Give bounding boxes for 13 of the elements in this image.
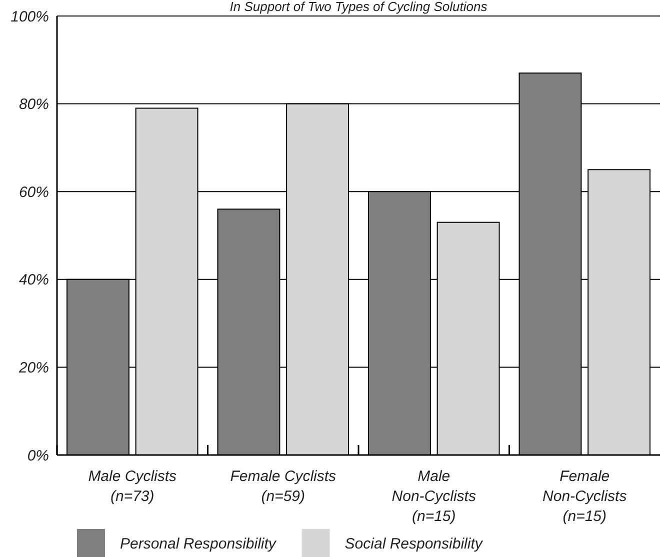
y-tick-label: 100% [10, 8, 49, 26]
y-tick-label: 80% [18, 96, 49, 114]
y-tick-label: 60% [18, 184, 49, 201]
chart-title: In Support of Two Types of Cycling Solutions [230, 0, 488, 14]
y-tick-label: 40% [18, 272, 49, 289]
x-tick-label: Male Non-Cyclists (n=15) [392, 468, 476, 525]
legend-label: Social Responsibility [344, 535, 484, 552]
x-tick-label: Female Non-Cyclists (n=15) [542, 468, 628, 525]
y-tick-label: 0% [27, 447, 49, 464]
legend-label: Personal Responsibility [120, 535, 278, 552]
y-tick-label: 20% [18, 359, 49, 376]
x-tick-label: Male Cyclists (n=73) [88, 468, 178, 505]
x-tick-label: Female Cyclists (n=59) [230, 468, 337, 505]
